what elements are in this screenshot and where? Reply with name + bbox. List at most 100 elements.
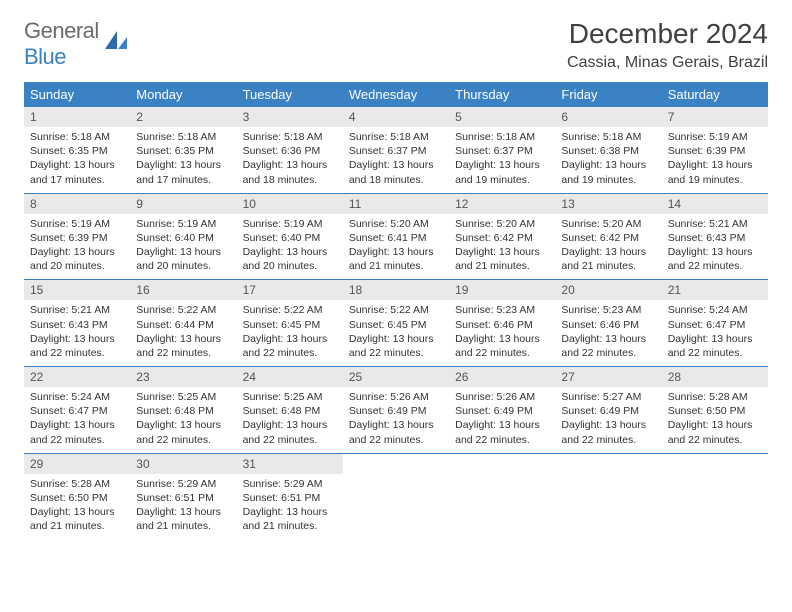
day-body: Sunrise: 5:25 AMSunset: 6:48 PMDaylight:… [130,387,236,453]
day-number: 24 [237,367,343,387]
day-body: Sunrise: 5:20 AMSunset: 6:41 PMDaylight:… [343,214,449,280]
day-number: 22 [24,367,130,387]
weekday-header-row: SundayMondayTuesdayWednesdayThursdayFrid… [24,82,768,107]
day-number: 10 [237,194,343,214]
day-cell [449,453,555,539]
day-body: Sunrise: 5:23 AMSunset: 6:46 PMDaylight:… [449,300,555,366]
week-row: 15Sunrise: 5:21 AMSunset: 6:43 PMDayligh… [24,280,768,367]
day-body: Sunrise: 5:22 AMSunset: 6:45 PMDaylight:… [237,300,343,366]
calendar-body: 1Sunrise: 5:18 AMSunset: 6:35 PMDaylight… [24,107,768,539]
day-number: 7 [662,107,768,127]
day-number: 9 [130,194,236,214]
day-number: 25 [343,367,449,387]
logo-word-1: General [24,18,99,43]
day-cell: 12Sunrise: 5:20 AMSunset: 6:42 PMDayligh… [449,193,555,280]
day-cell: 4Sunrise: 5:18 AMSunset: 6:37 PMDaylight… [343,107,449,193]
weekday-header: Sunday [24,82,130,107]
day-cell: 8Sunrise: 5:19 AMSunset: 6:39 PMDaylight… [24,193,130,280]
day-cell [662,453,768,539]
day-cell: 6Sunrise: 5:18 AMSunset: 6:38 PMDaylight… [555,107,661,193]
weekday-header: Monday [130,82,236,107]
day-number: 18 [343,280,449,300]
title-block: December 2024 Cassia, Minas Gerais, Braz… [567,18,768,78]
day-body: Sunrise: 5:29 AMSunset: 6:51 PMDaylight:… [237,474,343,540]
day-body: Sunrise: 5:21 AMSunset: 6:43 PMDaylight:… [24,300,130,366]
weekday-header: Friday [555,82,661,107]
calendar-table: SundayMondayTuesdayWednesdayThursdayFrid… [24,82,768,539]
day-cell [343,453,449,539]
day-body: Sunrise: 5:26 AMSunset: 6:49 PMDaylight:… [449,387,555,453]
day-body: Sunrise: 5:28 AMSunset: 6:50 PMDaylight:… [24,474,130,540]
day-body: Sunrise: 5:18 AMSunset: 6:35 PMDaylight:… [130,127,236,193]
day-cell: 15Sunrise: 5:21 AMSunset: 6:43 PMDayligh… [24,280,130,367]
day-number: 15 [24,280,130,300]
day-cell: 17Sunrise: 5:22 AMSunset: 6:45 PMDayligh… [237,280,343,367]
day-number: 27 [555,367,661,387]
day-number: 16 [130,280,236,300]
weekday-header: Saturday [662,82,768,107]
week-row: 8Sunrise: 5:19 AMSunset: 6:39 PMDaylight… [24,193,768,280]
day-body: Sunrise: 5:21 AMSunset: 6:43 PMDaylight:… [662,214,768,280]
day-body: Sunrise: 5:22 AMSunset: 6:45 PMDaylight:… [343,300,449,366]
day-body: Sunrise: 5:18 AMSunset: 6:35 PMDaylight:… [24,127,130,193]
day-number: 12 [449,194,555,214]
week-row: 22Sunrise: 5:24 AMSunset: 6:47 PMDayligh… [24,367,768,454]
day-cell: 19Sunrise: 5:23 AMSunset: 6:46 PMDayligh… [449,280,555,367]
day-number: 20 [555,280,661,300]
day-cell: 14Sunrise: 5:21 AMSunset: 6:43 PMDayligh… [662,193,768,280]
sail-icon [103,29,129,60]
day-number: 1 [24,107,130,127]
day-cell: 21Sunrise: 5:24 AMSunset: 6:47 PMDayligh… [662,280,768,367]
day-body: Sunrise: 5:20 AMSunset: 6:42 PMDaylight:… [555,214,661,280]
day-body: Sunrise: 5:22 AMSunset: 6:44 PMDaylight:… [130,300,236,366]
day-body: Sunrise: 5:29 AMSunset: 6:51 PMDaylight:… [130,474,236,540]
day-cell: 1Sunrise: 5:18 AMSunset: 6:35 PMDaylight… [24,107,130,193]
weekday-header: Thursday [449,82,555,107]
logo: General Blue [24,18,129,70]
day-body: Sunrise: 5:26 AMSunset: 6:49 PMDaylight:… [343,387,449,453]
day-cell: 26Sunrise: 5:26 AMSunset: 6:49 PMDayligh… [449,367,555,454]
day-number: 4 [343,107,449,127]
day-body: Sunrise: 5:19 AMSunset: 6:40 PMDaylight:… [237,214,343,280]
day-cell: 29Sunrise: 5:28 AMSunset: 6:50 PMDayligh… [24,453,130,539]
day-body: Sunrise: 5:25 AMSunset: 6:48 PMDaylight:… [237,387,343,453]
day-cell: 10Sunrise: 5:19 AMSunset: 6:40 PMDayligh… [237,193,343,280]
day-body: Sunrise: 5:19 AMSunset: 6:39 PMDaylight:… [24,214,130,280]
day-cell: 18Sunrise: 5:22 AMSunset: 6:45 PMDayligh… [343,280,449,367]
logo-text: General Blue [24,18,99,70]
day-body: Sunrise: 5:18 AMSunset: 6:37 PMDaylight:… [343,127,449,193]
day-number: 8 [24,194,130,214]
day-cell: 16Sunrise: 5:22 AMSunset: 6:44 PMDayligh… [130,280,236,367]
day-cell: 9Sunrise: 5:19 AMSunset: 6:40 PMDaylight… [130,193,236,280]
day-body: Sunrise: 5:24 AMSunset: 6:47 PMDaylight:… [662,300,768,366]
header: General Blue December 2024 Cassia, Minas… [24,18,768,78]
day-number: 3 [237,107,343,127]
weekday-header: Wednesday [343,82,449,107]
day-body: Sunrise: 5:18 AMSunset: 6:38 PMDaylight:… [555,127,661,193]
day-cell: 30Sunrise: 5:29 AMSunset: 6:51 PMDayligh… [130,453,236,539]
day-body: Sunrise: 5:18 AMSunset: 6:36 PMDaylight:… [237,127,343,193]
day-cell: 5Sunrise: 5:18 AMSunset: 6:37 PMDaylight… [449,107,555,193]
day-body: Sunrise: 5:27 AMSunset: 6:49 PMDaylight:… [555,387,661,453]
day-body: Sunrise: 5:19 AMSunset: 6:39 PMDaylight:… [662,127,768,193]
logo-word-2: Blue [24,44,66,69]
day-cell: 31Sunrise: 5:29 AMSunset: 6:51 PMDayligh… [237,453,343,539]
day-cell: 3Sunrise: 5:18 AMSunset: 6:36 PMDaylight… [237,107,343,193]
week-row: 1Sunrise: 5:18 AMSunset: 6:35 PMDaylight… [24,107,768,193]
day-body: Sunrise: 5:20 AMSunset: 6:42 PMDaylight:… [449,214,555,280]
day-number: 29 [24,454,130,474]
day-number: 26 [449,367,555,387]
day-number: 28 [662,367,768,387]
month-title: December 2024 [567,18,768,50]
day-number: 31 [237,454,343,474]
day-cell: 23Sunrise: 5:25 AMSunset: 6:48 PMDayligh… [130,367,236,454]
day-number: 13 [555,194,661,214]
day-number: 21 [662,280,768,300]
day-number: 5 [449,107,555,127]
day-cell: 24Sunrise: 5:25 AMSunset: 6:48 PMDayligh… [237,367,343,454]
week-row: 29Sunrise: 5:28 AMSunset: 6:50 PMDayligh… [24,453,768,539]
location: Cassia, Minas Gerais, Brazil [567,54,768,72]
day-cell: 20Sunrise: 5:23 AMSunset: 6:46 PMDayligh… [555,280,661,367]
day-cell [555,453,661,539]
day-cell: 7Sunrise: 5:19 AMSunset: 6:39 PMDaylight… [662,107,768,193]
